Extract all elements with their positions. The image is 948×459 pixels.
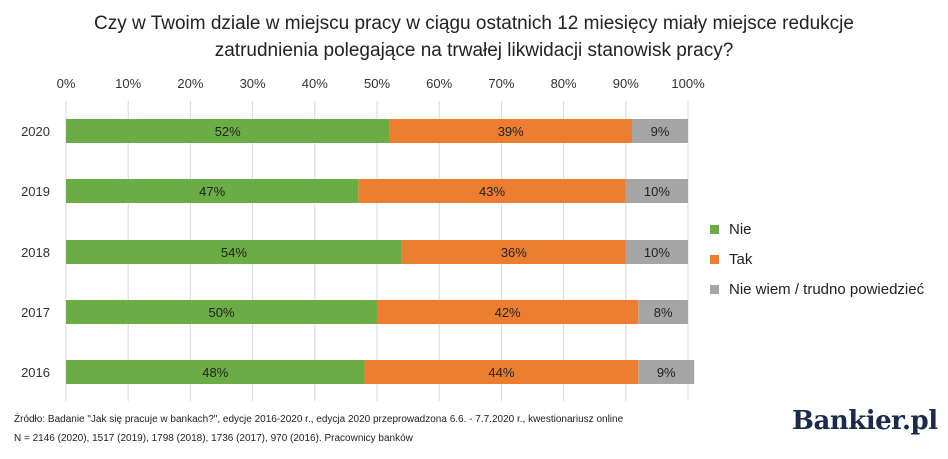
data-label-tak: 44% [488, 365, 514, 380]
bar-segment-nie-wiem [625, 179, 688, 203]
bar-segment-nie-wiem [638, 300, 688, 324]
category-label: 2018 [21, 245, 50, 260]
bar-segment-tak [389, 119, 633, 143]
x-tick-label: 40% [302, 76, 328, 91]
x-tick-label: 70% [488, 76, 514, 91]
chart-title: Czy w Twoim dziale w miejscu pracy w cią… [0, 10, 948, 64]
data-label-nie-wiem: 10% [644, 184, 670, 199]
x-tick-label: 30% [240, 76, 266, 91]
data-label-nie-wiem: 10% [644, 245, 670, 260]
chart-title-line-2: zatrudnienia polegające na trwałej likwi… [214, 40, 734, 61]
data-label-nie-wiem: 8% [654, 305, 673, 320]
legend-swatch-tak [710, 254, 719, 264]
data-label-tak: 42% [495, 305, 521, 320]
x-tick-label: 0% [57, 76, 76, 91]
data-label-tak: 39% [498, 124, 524, 139]
legend-item-nie: Nie [710, 214, 924, 244]
bar-segment-tak [401, 240, 626, 264]
chart-title-line-1: Czy w Twoim dziale w miejscu pracy w cią… [94, 13, 854, 34]
bar-segment-nie [66, 360, 365, 384]
x-tick-label: 10% [115, 76, 141, 91]
category-label: 2017 [21, 305, 50, 320]
data-label-nie-wiem: 9% [657, 365, 676, 380]
x-tick-label: 80% [551, 76, 577, 91]
bar-segment-nie-wiem [625, 240, 688, 264]
data-label-nie: 50% [208, 305, 234, 320]
x-tick-label: 60% [426, 76, 452, 91]
legend-label-nie: Nie [729, 220, 752, 238]
data-label-nie: 54% [221, 245, 247, 260]
bar-segment-nie [66, 179, 359, 203]
legend-item-tak: Tak [710, 244, 924, 274]
data-label-tak: 43% [479, 184, 505, 199]
bar-segment-nie-wiem [638, 360, 695, 384]
data-label-nie: 52% [215, 124, 241, 139]
data-label-nie: 48% [202, 365, 228, 380]
bar-segment-nie [66, 119, 390, 143]
legend-swatch-nie [710, 224, 719, 234]
legend-swatch-nie-wiem [710, 284, 719, 294]
bar-segment-tak [364, 360, 639, 384]
legend-label-tak: Tak [729, 250, 753, 268]
source-note: Źródło: Badanie "Jak się pracuje w banka… [14, 414, 624, 425]
bar-segment-tak [377, 300, 639, 324]
bar-segment-tak [358, 179, 626, 203]
x-tick-label: 50% [364, 76, 390, 91]
sample-note: N = 2146 (2020), 1517 (2019), 1798 (2018… [14, 433, 413, 444]
x-tick-label: 90% [613, 76, 639, 91]
bar-segment-nie [66, 240, 402, 264]
category-label: 2020 [21, 124, 50, 139]
bankier-logo: Bankier.pl [792, 406, 938, 436]
x-tick-label: 100% [671, 76, 705, 91]
bar-segment-nie [66, 300, 377, 324]
category-label: 2016 [21, 365, 50, 380]
legend: Nie Tak Nie wiem / trudno powiedzieć [710, 214, 924, 304]
data-label-tak: 36% [501, 245, 527, 260]
data-label-nie: 47% [199, 184, 225, 199]
data-label-nie-wiem: 9% [651, 124, 670, 139]
category-label: 2019 [21, 184, 50, 199]
legend-label-nie-wiem: Nie wiem / trudno powiedzieć [729, 280, 925, 298]
legend-item-nie-wiem: Nie wiem / trudno powiedzieć [710, 274, 924, 304]
bar-segment-nie-wiem [632, 119, 688, 143]
x-tick-label: 20% [177, 76, 203, 91]
